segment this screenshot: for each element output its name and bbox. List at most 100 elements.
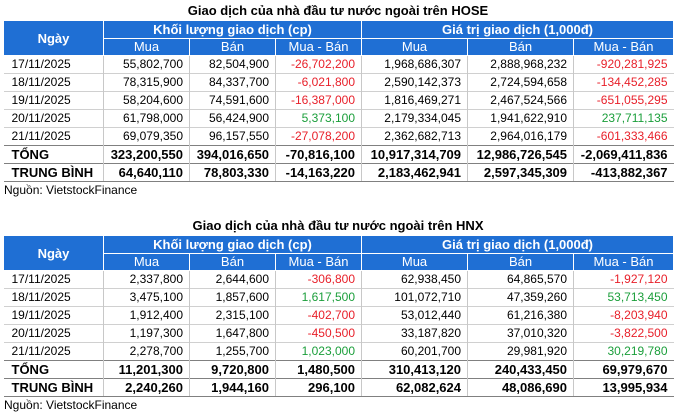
- volume-sell-cell: 74,591,600: [189, 91, 276, 110]
- volume-net-cell: -6,021,800: [274, 73, 362, 92]
- volume-buy-cell: 2,240,260: [103, 378, 190, 397]
- date-cell: 17/11/2025: [3, 55, 104, 74]
- value-buy-cell: 10,917,314,709: [361, 145, 468, 164]
- value-buy-cell: 33,187,820: [361, 324, 468, 343]
- value-sell-cell: 47,359,260: [467, 288, 574, 307]
- value-net-cell: -920,281,925: [573, 55, 674, 74]
- date-column-header: Ngày: [3, 20, 104, 56]
- hose-title: Giao dịch của nhà đầu tư nước ngoài trên…: [187, 3, 489, 18]
- date-cell: 17/11/2025: [3, 270, 104, 289]
- volume-sell-cell: 9,720,800: [189, 360, 276, 379]
- volume-buy-header: Mua: [103, 38, 190, 56]
- value-net-header: Mua - Bán: [573, 253, 675, 271]
- average-label: TRUNG BÌNH: [3, 378, 104, 397]
- value-group-header: Giá trị giao dịch (1,000đ): [361, 20, 675, 39]
- volume-buy-cell: 69,079,350: [103, 127, 190, 146]
- volume-net-cell: -14,163,220: [274, 163, 362, 182]
- volume-group-header: Khối lượng giao dịch (cp): [102, 235, 363, 254]
- total-row: TỔNG 323,200,550 394,016,650 -70,816,100…: [3, 145, 674, 164]
- value-net-cell: 30,219,780: [573, 342, 674, 361]
- value-net-cell: -1,927,120: [573, 270, 674, 289]
- volume-buy-cell: 1,197,300: [103, 324, 190, 343]
- volume-net-cell: -70,816,100: [274, 145, 362, 164]
- table-row: 18/11/2025 78,315,900 84,337,700 -6,021,…: [3, 73, 674, 92]
- table-row: 19/11/2025 1,912,400 2,315,100 -402,700 …: [3, 306, 674, 325]
- volume-sell-cell: 1,857,600: [189, 288, 276, 307]
- table-row: 17/11/2025 55,802,700 82,504,900 -26,702…: [3, 55, 674, 74]
- volume-buy-cell: 2,278,700: [103, 342, 190, 361]
- volume-buy-header: Mua: [103, 253, 190, 271]
- volume-sell-header: Bán: [189, 253, 276, 271]
- volume-sell-cell: 82,504,900: [189, 55, 276, 74]
- table-row: 21/11/2025 2,278,700 1,255,700 1,023,000…: [3, 342, 674, 361]
- date-cell: 18/11/2025: [3, 73, 104, 92]
- value-net-header: Mua - Bán: [573, 38, 675, 56]
- value-net-cell: -2,069,411,836: [573, 145, 674, 164]
- volume-net-cell: -27,078,200: [274, 127, 362, 146]
- value-sell-cell: 2,724,594,658: [467, 73, 574, 92]
- date-column-header: Ngày: [3, 235, 104, 271]
- table-row: 19/11/2025 58,204,600 74,591,600 -16,387…: [3, 91, 674, 110]
- value-net-cell: -8,203,940: [573, 306, 674, 325]
- volume-sell-cell: 84,337,700: [189, 73, 276, 92]
- table-row: 20/11/2025 61,798,000 56,424,900 5,373,1…: [3, 109, 674, 128]
- value-sell-cell: 64,865,570: [467, 270, 574, 289]
- table-row: 20/11/2025 1,197,300 1,647,800 -450,500 …: [3, 324, 674, 343]
- volume-buy-cell: 11,201,300: [103, 360, 190, 379]
- value-sell-cell: 29,981,920: [467, 342, 574, 361]
- value-buy-cell: 310,413,120: [361, 360, 468, 379]
- value-sell-header: Bán: [467, 253, 575, 271]
- volume-buy-cell: 1,912,400: [103, 306, 190, 325]
- volume-net-cell: -402,700: [274, 306, 362, 325]
- volume-buy-cell: 61,798,000: [103, 109, 190, 128]
- value-sell-cell: 240,433,450: [467, 360, 574, 379]
- value-group-header: Giá trị giao dịch (1,000đ): [361, 235, 675, 254]
- volume-buy-cell: 78,315,900: [103, 73, 190, 92]
- value-buy-cell: 2,179,334,045: [361, 109, 468, 128]
- source-note: Nguồn: VietstockFinance: [4, 398, 138, 412]
- volume-net-cell: -450,500: [274, 324, 362, 343]
- value-sell-cell: 2,964,016,179: [467, 127, 574, 146]
- hnx-title: Giao dịch của nhà đầu tư nước ngoài trên…: [192, 218, 484, 233]
- value-net-cell: -3,822,500: [573, 324, 674, 343]
- volume-sell-cell: 78,803,330: [189, 163, 276, 182]
- volume-net-cell: 1,617,500: [274, 288, 362, 307]
- volume-net-cell: -306,800: [274, 270, 362, 289]
- volume-sell-cell: 2,644,600: [189, 270, 276, 289]
- volume-sell-header: Bán: [189, 38, 276, 56]
- volume-buy-cell: 2,337,800: [103, 270, 190, 289]
- value-buy-cell: 53,012,440: [361, 306, 468, 325]
- value-buy-header: Mua: [361, 38, 469, 56]
- average-label: TRUNG BÌNH: [3, 163, 104, 182]
- volume-sell-cell: 56,424,900: [189, 109, 276, 128]
- date-cell: 21/11/2025: [3, 127, 104, 146]
- date-cell: 19/11/2025: [3, 306, 104, 325]
- volume-net-cell: 1,480,500: [274, 360, 362, 379]
- hnx-section: Giao dịch của nhà đầu tư nước ngoài trên…: [3, 217, 675, 414]
- volume-net-cell: -16,387,000: [274, 91, 362, 110]
- value-buy-cell: 2,183,462,941: [361, 163, 468, 182]
- volume-net-cell: 1,023,000: [274, 342, 362, 361]
- volume-net-header: Mua - Bán: [274, 38, 363, 56]
- volume-buy-cell: 323,200,550: [103, 145, 190, 164]
- value-sell-cell: 2,467,524,566: [467, 91, 574, 110]
- value-net-cell: 69,979,670: [573, 360, 674, 379]
- value-sell-cell: 2,888,968,232: [467, 55, 574, 74]
- value-buy-cell: 1,968,686,307: [361, 55, 468, 74]
- volume-sell-cell: 1,647,800: [189, 324, 276, 343]
- date-cell: 20/11/2025: [3, 109, 104, 128]
- value-buy-cell: 2,590,142,373: [361, 73, 468, 92]
- value-net-cell: -651,055,295: [573, 91, 674, 110]
- value-sell-cell: 2,597,345,309: [467, 163, 574, 182]
- value-net-cell: -413,882,367: [573, 163, 674, 182]
- value-buy-cell: 2,362,682,713: [361, 127, 468, 146]
- value-buy-cell: 62,082,624: [361, 378, 468, 397]
- hnx-table: Ngày Khối lượng giao dịch (cp) Giá trị g…: [3, 235, 675, 397]
- volume-net-cell: -26,702,200: [274, 55, 362, 74]
- volume-net-cell: 296,100: [274, 378, 362, 397]
- volume-group-header: Khối lượng giao dịch (cp): [102, 20, 363, 39]
- value-buy-cell: 60,201,700: [361, 342, 468, 361]
- date-cell: 20/11/2025: [3, 324, 104, 343]
- average-row: TRUNG BÌNH 64,640,110 78,803,330 -14,163…: [3, 163, 674, 182]
- volume-sell-cell: 2,315,100: [189, 306, 276, 325]
